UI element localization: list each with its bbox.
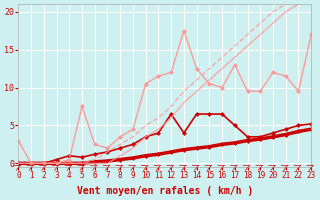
X-axis label: Vent moyen/en rafales ( km/h ): Vent moyen/en rafales ( km/h ) — [77, 186, 253, 196]
